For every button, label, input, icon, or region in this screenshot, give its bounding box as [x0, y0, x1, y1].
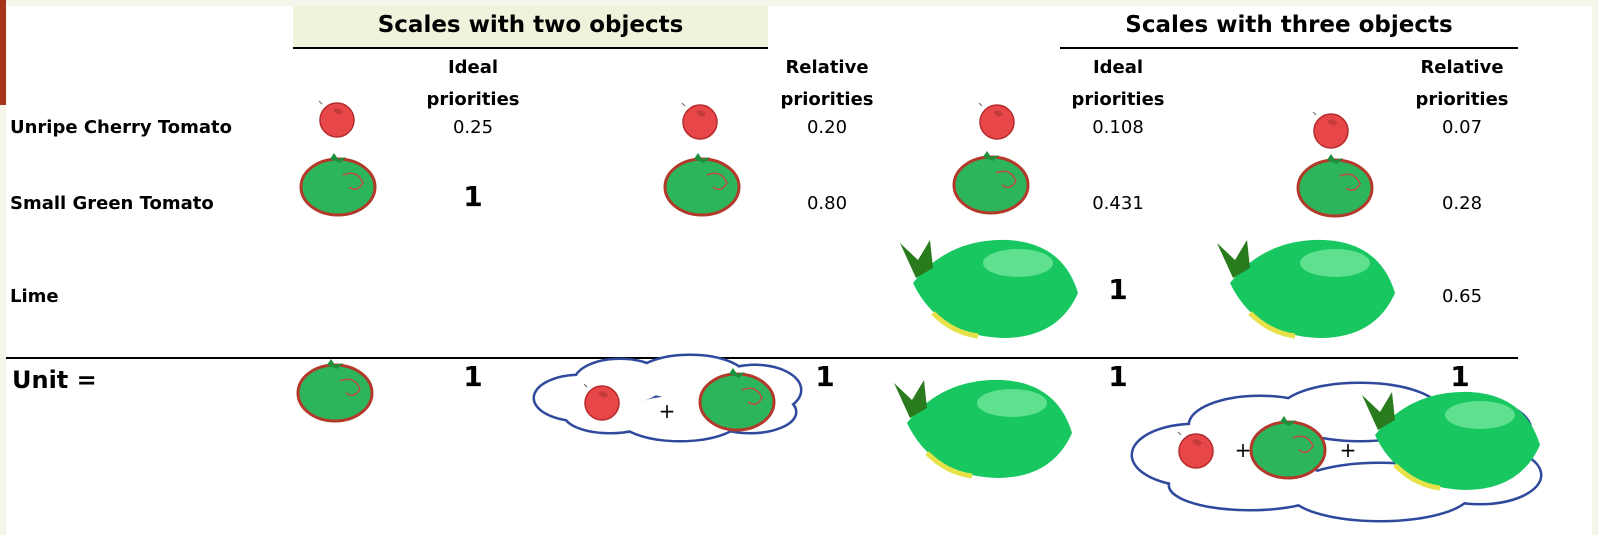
plus-sign: +: [658, 399, 676, 423]
plus-sign: +: [1234, 438, 1252, 462]
priority-value: 0.28: [1441, 193, 1483, 214]
priority-value: 0.80: [806, 193, 848, 214]
priority-value: 0.65: [1441, 286, 1483, 307]
section-title: Scales with two objects: [377, 12, 684, 38]
priority-value: 1: [463, 180, 483, 213]
priority-value: 0.431: [1092, 193, 1144, 214]
plus-sign: +: [1339, 438, 1357, 462]
column-header: Ideal priorities: [1071, 57, 1165, 110]
cloud: [532, 353, 803, 443]
accent-bar: [0, 0, 6, 105]
priority-value: 1: [1108, 273, 1128, 306]
unit-label: Unit =: [12, 366, 97, 394]
unit-value: 1: [1108, 360, 1128, 393]
unit-value: 1: [815, 360, 835, 393]
column-header: Relative priorities: [780, 57, 874, 110]
section-title: Scales with three objects: [1125, 12, 1453, 38]
priority-value: 0.25: [452, 117, 494, 138]
row-label: Unripe Cherry Tomato: [10, 117, 232, 138]
column-header: Relative priorities: [1415, 57, 1509, 110]
priority-value: 0.108: [1092, 117, 1144, 138]
unit-value: 1: [1450, 360, 1470, 393]
column-header: Ideal priorities: [426, 57, 520, 110]
header-background: [293, 6, 768, 48]
unit-value: 1: [463, 360, 483, 393]
priority-value: 0.20: [806, 117, 848, 138]
cloud: [1130, 381, 1543, 523]
priority-value: 0.07: [1441, 117, 1483, 138]
row-label: Small Green Tomato: [10, 193, 214, 214]
row-label: Lime: [10, 286, 59, 307]
